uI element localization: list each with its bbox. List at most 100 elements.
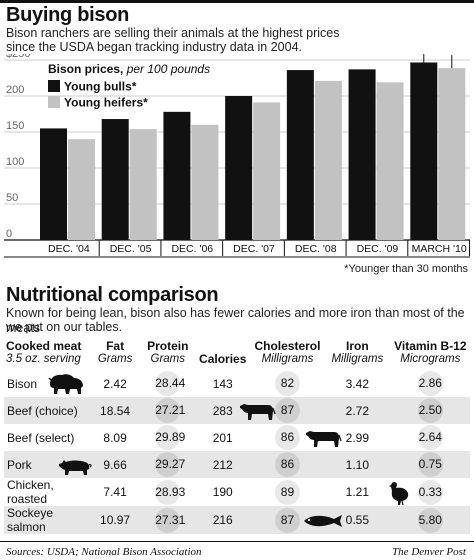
x-tick-label: DEC. '05 — [110, 243, 152, 255]
cell-b12: 5.80 — [390, 506, 470, 534]
value-fat: 9.66 — [103, 457, 127, 472]
top-rule — [0, 0, 474, 3]
cell-iron: 2.72 — [324, 397, 391, 424]
cell-cholesterol: 82 — [251, 370, 324, 397]
y-tick-label: 150 — [6, 120, 24, 132]
cow-icon — [238, 398, 276, 427]
header-protein: Protein Grams — [147, 339, 189, 366]
cell-protein: 27.21 — [141, 397, 195, 424]
value-iron: 1.10 — [345, 457, 369, 472]
cell-protein: 28.93 — [141, 478, 194, 506]
value-cholesterol: 86 — [274, 452, 300, 477]
value-b12: 0.33 — [417, 479, 443, 505]
value-b12: 2.64 — [417, 425, 443, 450]
meat-name: Beef (select) — [7, 430, 75, 445]
cell-iron: 2.99 — [324, 424, 391, 451]
bottom-rule — [0, 541, 474, 542]
value-fat: 8.09 — [103, 430, 127, 445]
bar — [163, 111, 191, 240]
section-title-nutrition: Nutritional comparison — [6, 284, 219, 306]
legend-swatch — [48, 80, 60, 92]
value-iron: 3.42 — [345, 376, 369, 391]
bar — [225, 96, 253, 240]
y-tick-label: 200 — [6, 84, 24, 96]
value-calories: 216 — [212, 513, 233, 527]
bar — [101, 119, 129, 240]
value-b12: 5.80 — [417, 507, 443, 533]
cell-cholesterol: 89 — [251, 478, 324, 506]
header-vitamin-b12: Vitamin B-12 Micrograms — [394, 339, 467, 366]
x-tick-label: DEC. '08 — [295, 243, 337, 255]
meat-name: Bison — [7, 376, 38, 391]
value-protein: 28.93 — [155, 479, 185, 505]
cell-b12: 0.33 — [391, 478, 470, 506]
chart-title: Bison prices, per 100 pounds — [48, 62, 210, 76]
value-calories: 283 — [212, 403, 233, 418]
legend-label: Young bulls* — [64, 80, 137, 94]
meat-name: Pork — [7, 457, 32, 472]
meat-name-cell: Bison — [4, 370, 89, 397]
subtitle-line-1: Bison ranchers are selling their animals… — [6, 26, 340, 40]
value-b12: 0.75 — [417, 452, 443, 477]
meat-name: Chicken, roasted — [7, 478, 54, 506]
cell-b12: 2.86 — [391, 370, 470, 397]
x-tick-label: DEC. '06 — [171, 243, 213, 255]
table-row: Beef (choice) 18.54 27.21 283 87 2.72 2.50 — [4, 397, 470, 424]
cell-iron: 1.21 — [324, 478, 391, 506]
value-calories: 212 — [212, 457, 233, 472]
cell-fat: 9.66 — [89, 451, 142, 478]
table-row: Bison 2.42 28.44 143 82 3.42 2.86 — [4, 370, 470, 397]
bar — [376, 82, 404, 240]
table-row: Pork 9.66 29.27 212 86 1.10 0.75 — [4, 451, 470, 478]
value-calories: 201 — [212, 430, 233, 445]
header-cooked-meat: Cooked meat 3.5 oz. serving — [6, 339, 82, 366]
cell-fat: 2.42 — [89, 370, 141, 397]
nutrition-subtitle-line-1: Known for being lean, bison also has few… — [6, 306, 465, 335]
cell-iron: 1.10 — [324, 451, 391, 478]
bar — [286, 70, 314, 240]
header-fat: Fat Grams — [97, 339, 133, 366]
bison-icon — [46, 372, 86, 401]
value-iron: 1.21 — [345, 485, 369, 499]
value-protein: 29.27 — [155, 452, 185, 477]
value-b12: 2.86 — [417, 371, 443, 396]
cow-icon — [304, 425, 342, 454]
value-cholesterol: 86 — [274, 425, 300, 450]
bar — [438, 68, 466, 240]
cell-calories: 216 — [194, 506, 251, 534]
legend-swatch — [48, 96, 60, 108]
y-tick-label: 0 — [6, 228, 12, 240]
meat-name-cell: Beef (select) — [4, 424, 89, 451]
cell-fat: 7.41 — [89, 478, 141, 506]
header-iron: Iron Milligrams — [331, 339, 384, 366]
value-iron: 2.99 — [345, 430, 369, 445]
header-cholesterol: Cholesterol Milligrams — [254, 339, 321, 366]
header-calories: Calories — [199, 352, 247, 366]
data-label: $238.70 — [435, 54, 474, 55]
fish-icon — [302, 512, 348, 535]
sources-credit: Sources: USDA; National Bison Associatio… — [6, 546, 202, 558]
bison-price-chart: 0 50 100 150 200 $250 DEC. '04 DEC. '05 DEC. '06… — [4, 54, 474, 258]
cell-cholesterol: 86 — [251, 424, 324, 451]
value-cholesterol: 87 — [274, 507, 300, 533]
x-tick-label: DEC. '07 — [233, 243, 275, 255]
publisher-credit: The Denver Post — [392, 546, 466, 558]
cell-calories: 212 — [194, 451, 251, 478]
cell-b12: 2.50 — [390, 397, 470, 424]
bar — [348, 69, 376, 240]
value-cholesterol: 89 — [274, 479, 300, 505]
legend-label: Young heifers* — [64, 96, 148, 110]
table-header-row: Cooked meat 3.5 oz. serving Fat Grams Prot… — [4, 340, 470, 370]
meat-name-cell: Chicken, roasted — [4, 478, 89, 506]
cell-iron: 3.42 — [324, 370, 391, 397]
cell-calories: 201 — [195, 424, 251, 451]
bar — [129, 129, 157, 240]
x-tick-label: DEC. '09 — [357, 243, 399, 255]
bar — [410, 62, 438, 240]
value-cholesterol: 82 — [274, 371, 300, 396]
y-tick-label: 100 — [6, 156, 24, 168]
section-title-buying-bison: Buying bison — [6, 4, 130, 26]
y-tick-label: $250 — [6, 54, 30, 60]
value-cholesterol: 87 — [274, 398, 300, 423]
cell-fat: 18.54 — [89, 397, 142, 424]
